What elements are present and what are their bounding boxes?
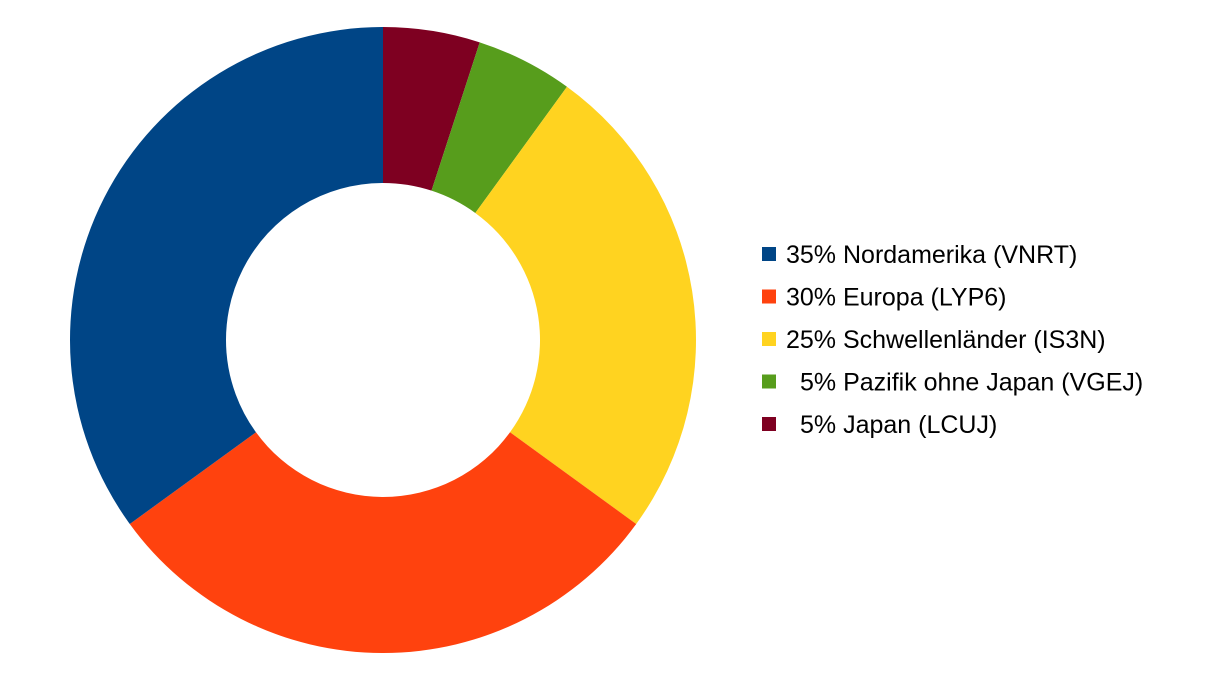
legend-swatch-1 [762,247,776,261]
legend-swatch-4 [762,374,776,389]
slice-3 [475,86,696,524]
slice-4 [431,42,567,213]
slice-1 [70,27,384,524]
slice-2 [129,432,637,653]
chart-legend: 35% Nordamerika (VNRT) 30% Europa (LYP6) 2… [762,241,1143,439]
legend-label-1: 35% Nordamerika (VNRT) [786,241,1077,269]
legend-swatch-3 [762,332,776,346]
legend-swatch-2 [762,289,776,304]
legend-label-2: 30% Europa (LYP6) [786,284,1007,312]
legend-swatch-5 [762,417,776,431]
slice-5 [383,27,480,191]
chart-slices [70,27,696,653]
legend-label-5: 5% Japan (LCUJ) [800,411,997,439]
legend-label-3: 25% Schwellenländer (IS3N) [786,326,1106,354]
legend-label-4: 5% Pazifik ohne Japan (VGEJ) [800,369,1143,397]
